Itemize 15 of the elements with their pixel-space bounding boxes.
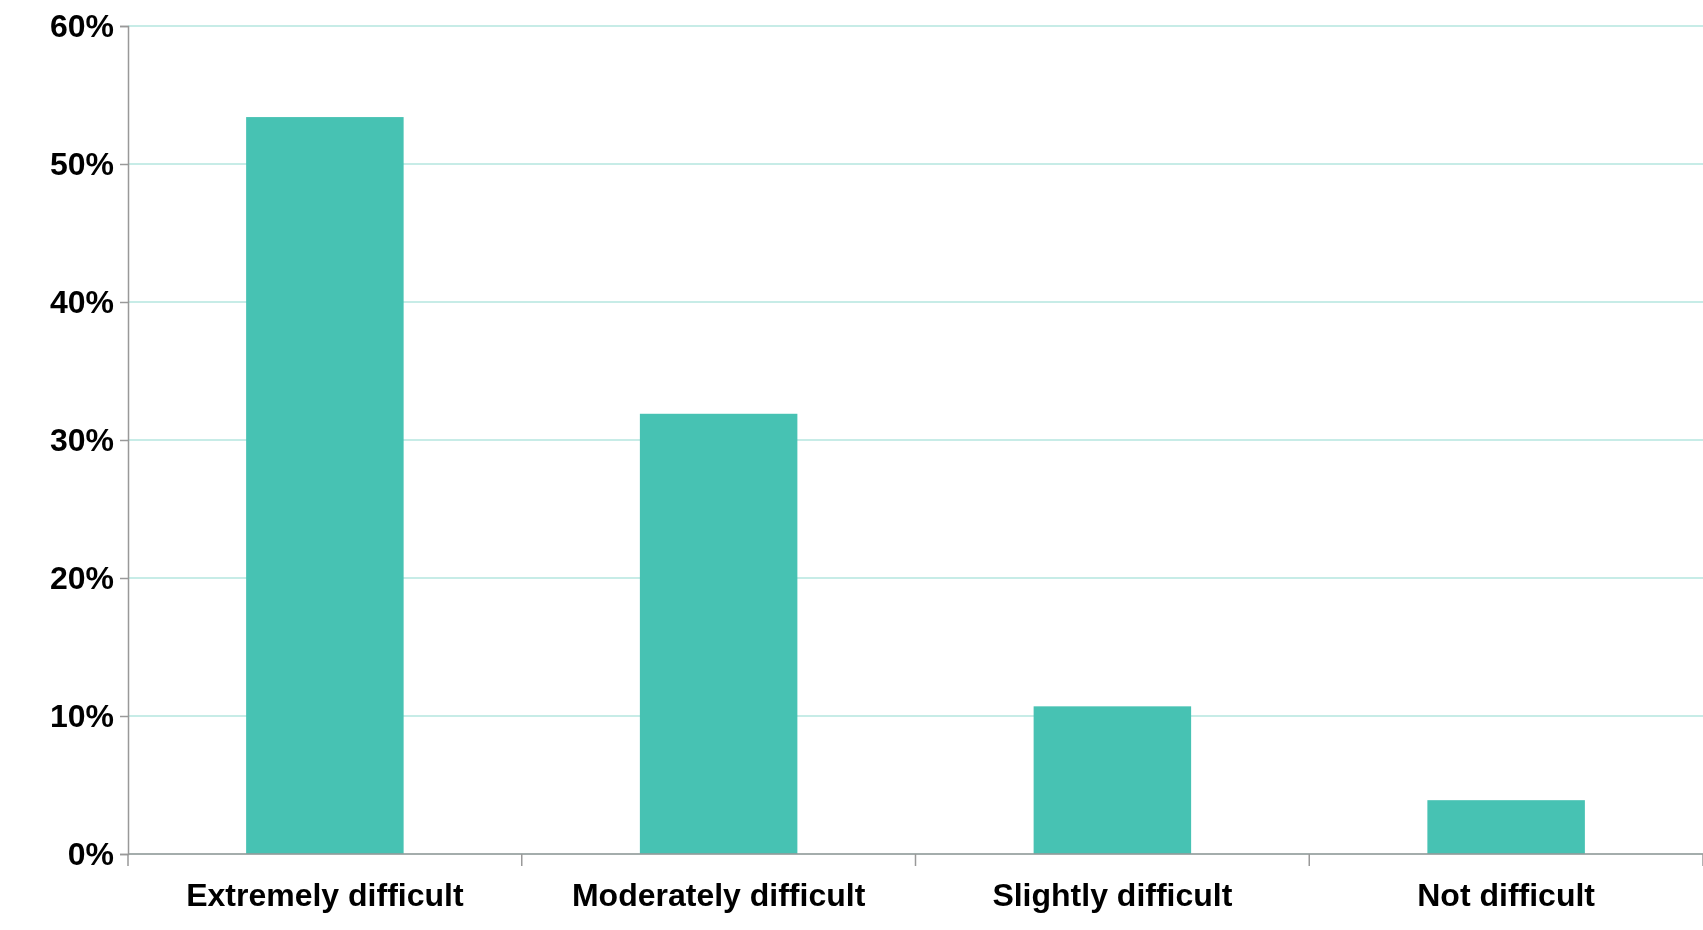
- y-tick-label: 20%: [49, 559, 114, 596]
- y-tick-label: 60%: [49, 7, 114, 44]
- x-tick-label: Slightly difficult: [992, 877, 1233, 913]
- x-tick-label: Not difficult: [1417, 877, 1596, 913]
- y-tick-label: 40%: [49, 283, 114, 320]
- x-tick-label: Extremely difficult: [186, 877, 464, 913]
- x-tick-label: Moderately difficult: [571, 877, 866, 913]
- bar: [639, 413, 798, 854]
- y-tick-label: 50%: [49, 145, 114, 182]
- y-tick-label: 0%: [67, 835, 114, 872]
- bar: [1033, 706, 1192, 854]
- bar: [246, 117, 404, 854]
- y-tick-label: 10%: [49, 697, 114, 734]
- y-tick-label: 30%: [49, 421, 114, 458]
- bar: [1427, 800, 1585, 854]
